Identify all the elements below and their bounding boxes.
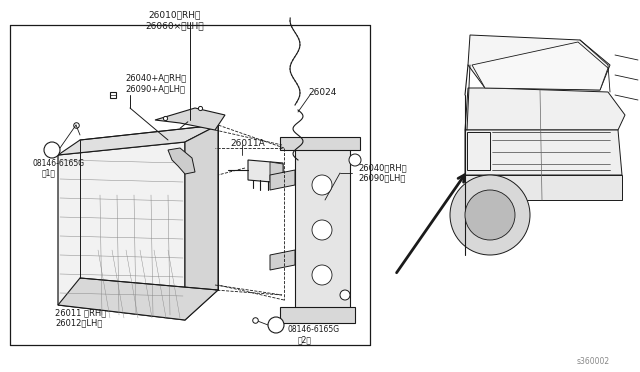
Text: 26040+A〈RH〉: 26040+A〈RH〉	[125, 74, 186, 83]
Polygon shape	[465, 175, 622, 200]
Circle shape	[312, 220, 332, 240]
Text: s360002: s360002	[577, 357, 610, 366]
Polygon shape	[472, 42, 608, 90]
Polygon shape	[58, 278, 218, 320]
Text: 26012〈LH〉: 26012〈LH〉	[55, 318, 102, 327]
Text: 26010〈RH〉: 26010〈RH〉	[149, 10, 201, 19]
Polygon shape	[168, 148, 195, 174]
Text: 08146-6165G: 08146-6165G	[288, 326, 340, 334]
Polygon shape	[295, 145, 350, 315]
Text: （2）: （2）	[298, 336, 312, 344]
Polygon shape	[270, 250, 295, 270]
Text: 26060×〈LH〉: 26060×〈LH〉	[146, 22, 204, 31]
Text: B: B	[49, 145, 55, 154]
Circle shape	[465, 190, 515, 240]
Polygon shape	[280, 307, 355, 323]
Text: （1）: （1）	[42, 169, 56, 177]
Text: 08146-6165G: 08146-6165G	[32, 158, 84, 167]
Circle shape	[349, 154, 361, 166]
Text: B: B	[273, 321, 279, 330]
Circle shape	[44, 142, 60, 158]
Circle shape	[312, 175, 332, 195]
Circle shape	[340, 290, 350, 300]
Polygon shape	[58, 125, 218, 155]
Circle shape	[312, 265, 332, 285]
Polygon shape	[270, 170, 295, 190]
Polygon shape	[185, 125, 218, 320]
Polygon shape	[248, 160, 283, 183]
Polygon shape	[467, 132, 490, 170]
Polygon shape	[270, 162, 283, 182]
Polygon shape	[155, 108, 225, 130]
Polygon shape	[468, 35, 610, 90]
Text: 26011 〈RH〉: 26011 〈RH〉	[55, 308, 106, 317]
Text: 26024: 26024	[308, 87, 337, 96]
Polygon shape	[465, 130, 622, 175]
Polygon shape	[280, 137, 360, 150]
Text: 26090〈LH〉: 26090〈LH〉	[358, 173, 405, 183]
Circle shape	[268, 317, 284, 333]
Circle shape	[450, 175, 530, 255]
Polygon shape	[465, 88, 625, 130]
Text: 26040〈RH〉: 26040〈RH〉	[358, 164, 406, 173]
Text: 26011A: 26011A	[230, 138, 265, 148]
Polygon shape	[58, 142, 185, 320]
Text: 26090+A〈LH〉: 26090+A〈LH〉	[125, 84, 185, 93]
